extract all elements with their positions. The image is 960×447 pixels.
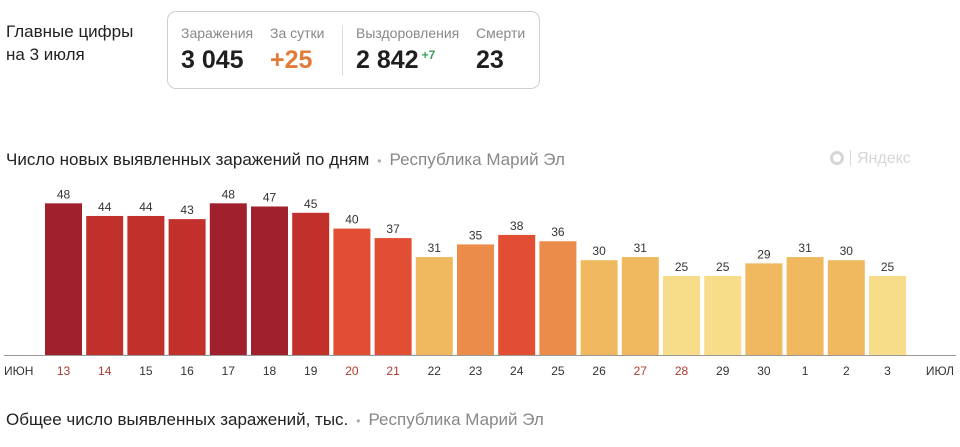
yandex-logo-text: Яндекс bbox=[857, 150, 911, 167]
chart-region: Республика Марий Эл bbox=[389, 150, 565, 169]
bar-value-label: 31 bbox=[428, 241, 442, 255]
x-tick-label: 30 bbox=[757, 364, 771, 378]
x-tick-label: 25 bbox=[551, 364, 565, 378]
bottom-chart-separator: • bbox=[356, 413, 361, 428]
bar-value-label: 31 bbox=[634, 241, 648, 255]
stat-infections: Заражения 3 045 bbox=[181, 25, 253, 75]
x-tick-label: 19 bbox=[304, 364, 318, 378]
bar-22 bbox=[415, 257, 453, 355]
bar-value-label: 44 bbox=[139, 200, 153, 214]
bar-value-label: 40 bbox=[345, 213, 359, 227]
stat-infections-label: Заражения bbox=[181, 25, 254, 41]
bar-24 bbox=[498, 234, 536, 355]
bar-value-label: 37 bbox=[386, 222, 400, 236]
stat-daily-value: +25 bbox=[270, 46, 313, 74]
bar-value-label: 25 bbox=[716, 260, 730, 274]
bar-value-label: 47 bbox=[263, 190, 277, 204]
stat-deaths: Смерти 23 bbox=[476, 25, 525, 75]
bar-value-label: 44 bbox=[98, 200, 112, 214]
bar-value-label: 43 bbox=[180, 203, 194, 217]
stat-deaths-value: 23 bbox=[476, 46, 504, 74]
bar-29 bbox=[704, 276, 742, 355]
bar-20 bbox=[333, 228, 371, 355]
bar-value-label: 25 bbox=[881, 260, 895, 274]
bar-16 bbox=[168, 219, 206, 355]
bar-14 bbox=[86, 215, 124, 355]
chart-title-separator: • bbox=[377, 153, 382, 168]
bar-value-label: 29 bbox=[757, 247, 771, 261]
bar-value-label: 31 bbox=[798, 241, 812, 255]
x-tick-label: 26 bbox=[592, 364, 606, 378]
bar-value-label: 45 bbox=[304, 197, 318, 211]
bar-19 bbox=[292, 212, 330, 355]
bar-23 bbox=[457, 244, 494, 355]
stat-daily-label: За сутки bbox=[270, 25, 325, 41]
bar-2 bbox=[827, 260, 865, 355]
x-tick-label: 2 bbox=[843, 364, 850, 378]
x-tick-label: 22 bbox=[428, 364, 442, 378]
bar-value-label: 48 bbox=[222, 187, 236, 201]
bottom-chart-title-text: Общее число выявленных заражений, тыс. bbox=[6, 410, 349, 429]
bar-value-label: 30 bbox=[592, 244, 606, 258]
x-tick-label: 24 bbox=[510, 364, 524, 378]
summary-heading-line1: Главные цифры bbox=[6, 22, 134, 41]
bottom-chart-region: Республика Марий Эл bbox=[368, 410, 544, 429]
bar-28 bbox=[663, 276, 700, 355]
stats-card: Заражения 3 045 За сутки +25 Выздоровлен… bbox=[167, 11, 540, 89]
month-label-start: ИЮН bbox=[4, 364, 33, 378]
bar-value-label: 35 bbox=[469, 228, 483, 242]
x-tick-label: 15 bbox=[139, 364, 153, 378]
bar-value-label: 48 bbox=[57, 187, 71, 201]
x-tick-label: 1 bbox=[802, 364, 809, 378]
bar-3 bbox=[869, 276, 906, 355]
daily-cases-chart: 4813441444154316481747184519402037213122… bbox=[4, 187, 956, 378]
bar-value-label: 38 bbox=[510, 219, 524, 233]
month-label-end: ИЮЛ bbox=[926, 364, 954, 378]
bar-1 bbox=[786, 257, 824, 355]
bar-17 bbox=[209, 203, 247, 355]
stat-daily: За сутки +25 bbox=[270, 25, 325, 75]
x-tick-label: 3 bbox=[884, 364, 891, 378]
x-tick-label: 29 bbox=[716, 364, 730, 378]
stat-deaths-label: Смерти bbox=[476, 25, 526, 41]
bar-15 bbox=[127, 215, 165, 355]
yandex-circle-icon bbox=[830, 151, 844, 165]
bottom-chart-title: Общее число выявленных заражений, тыс. • Р… bbox=[6, 410, 544, 430]
x-tick-label: 20 bbox=[345, 364, 359, 378]
bar-27 bbox=[621, 257, 659, 355]
x-tick-label: 23 bbox=[469, 364, 483, 378]
yandex-logo: Яндекс bbox=[830, 150, 911, 168]
bar-18 bbox=[251, 206, 288, 355]
stat-recovered-delta: +7 bbox=[421, 47, 436, 62]
stat-recovered-value: 2 842 bbox=[356, 46, 419, 74]
x-tick-label: 16 bbox=[180, 364, 194, 378]
bar-13 bbox=[45, 203, 82, 355]
bar-21 bbox=[374, 238, 412, 355]
chart-title-text: Число новых выявленных заражений по дням bbox=[6, 150, 370, 169]
stat-recovered: Выздоровления 2 842 +7 bbox=[356, 25, 459, 75]
x-tick-label: 18 bbox=[263, 364, 277, 378]
chart-title: Число новых выявленных заражений по дням… bbox=[6, 150, 565, 170]
bar-26 bbox=[580, 260, 618, 355]
yandex-separator bbox=[850, 150, 851, 166]
x-tick-label: 13 bbox=[57, 364, 71, 378]
x-tick-label: 14 bbox=[98, 364, 112, 378]
stat-recovered-label: Выздоровления bbox=[356, 25, 460, 41]
bar-30 bbox=[745, 263, 783, 355]
summary-heading: Главные цифры на 3 июля bbox=[6, 20, 133, 66]
stats-divider bbox=[342, 26, 343, 76]
x-tick-label: 17 bbox=[222, 364, 236, 378]
stat-infections-value: 3 045 bbox=[181, 46, 244, 74]
x-tick-label: 27 bbox=[634, 364, 648, 378]
x-tick-label: 28 bbox=[675, 364, 689, 378]
summary-heading-line2: на 3 июля bbox=[6, 45, 85, 64]
x-tick-label: 21 bbox=[386, 364, 400, 378]
bar-25 bbox=[539, 241, 577, 355]
stat-recovered-value-row: 2 842 +7 bbox=[356, 46, 459, 75]
bar-value-label: 36 bbox=[551, 225, 565, 239]
bar-value-label: 25 bbox=[675, 260, 689, 274]
bar-value-label: 30 bbox=[840, 244, 854, 258]
